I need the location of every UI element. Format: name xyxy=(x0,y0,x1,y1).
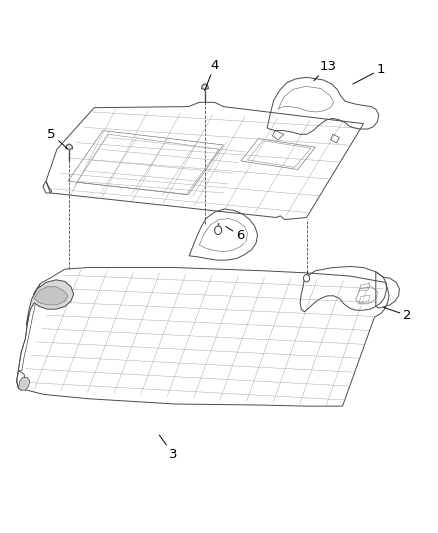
Circle shape xyxy=(215,226,222,235)
Text: 2: 2 xyxy=(384,308,412,322)
Polygon shape xyxy=(26,280,74,325)
Text: 13: 13 xyxy=(314,60,336,80)
Text: 6: 6 xyxy=(226,227,244,242)
Circle shape xyxy=(304,274,310,282)
Text: 4: 4 xyxy=(205,59,219,91)
Text: 5: 5 xyxy=(47,128,67,148)
Polygon shape xyxy=(34,287,68,305)
Polygon shape xyxy=(66,144,73,149)
Polygon shape xyxy=(18,377,30,390)
Polygon shape xyxy=(201,84,208,90)
Text: 1: 1 xyxy=(353,63,385,84)
Text: 3: 3 xyxy=(159,435,177,461)
